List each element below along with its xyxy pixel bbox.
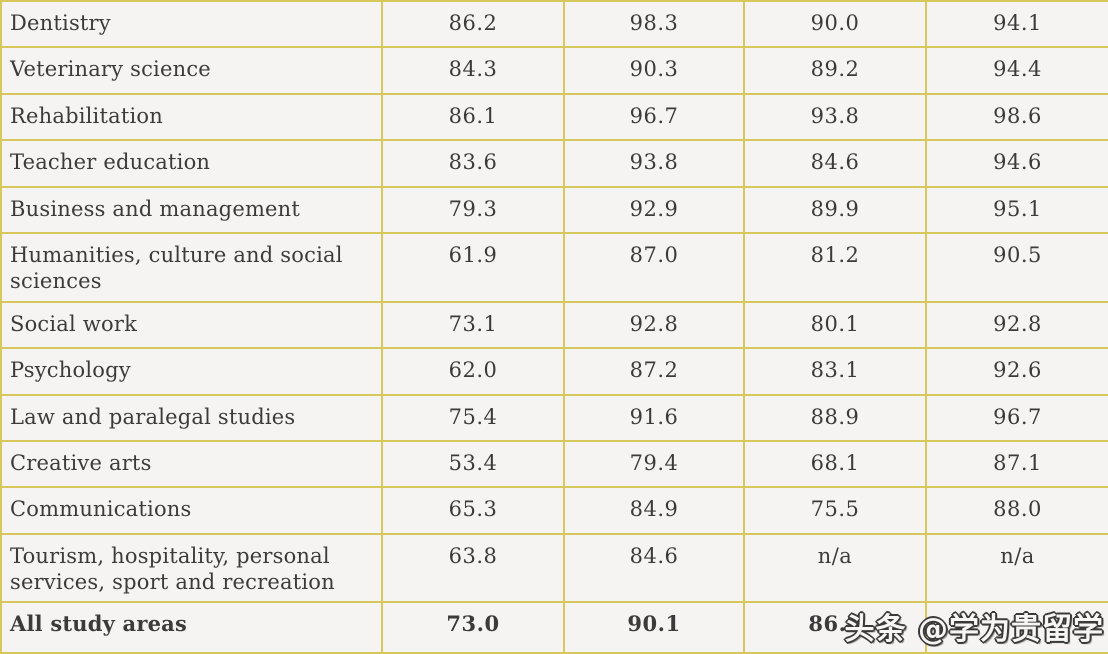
table-row: Business and management 79.3 92.9 89.9 95.1: [0, 185, 1108, 235]
table-row: Law and paralegal studies 75.4 91.6 88.9 96.…: [0, 393, 1108, 443]
value-cell: 92.8: [563, 300, 745, 350]
study-area-cell: Social work: [0, 300, 383, 350]
value-cell: 84.6: [743, 139, 927, 188]
value-cell: 87.0: [563, 232, 745, 303]
table-row: Veterinary science 84.3 90.3 89.2 94.4: [0, 46, 1108, 95]
value-cell: 94.4: [925, 46, 1108, 95]
study-area-cell: Creative arts: [0, 439, 383, 489]
value-cell: 86.1: [381, 92, 565, 142]
value-cell: 61.9: [381, 232, 565, 303]
study-area-cell: All study areas: [0, 601, 383, 654]
table-row: Psychology 62.0 87.2 83.1 92.6: [0, 347, 1108, 396]
value-cell: 68.1: [743, 439, 927, 489]
study-area-cell: Law and paralegal studies: [0, 393, 383, 443]
value-cell: 88.9: [743, 393, 927, 443]
value-cell: 62.0: [381, 347, 565, 396]
value-cell: 73.0: [381, 601, 565, 654]
value-cell: 63.8: [381, 532, 565, 604]
value-cell: 96.7: [925, 393, 1108, 443]
study-area-cell: Business and management: [0, 185, 383, 235]
table-row: All study areas 73.0 90.1 86.2: [0, 601, 1108, 654]
study-area-cell: Dentistry: [0, 0, 383, 49]
value-cell: 83.1: [743, 347, 927, 396]
value-cell: 92.8: [925, 300, 1108, 350]
table-row: Tourism, hospitality, personal services,…: [0, 532, 1108, 604]
study-area-cell: Tourism, hospitality, personal services,…: [0, 532, 383, 604]
value-cell: [925, 601, 1108, 654]
table-row: Teacher education 83.6 93.8 84.6 94.6: [0, 139, 1108, 188]
study-area-cell: Teacher education: [0, 139, 383, 188]
table-row: Humanities, culture and social sciences 6…: [0, 232, 1108, 303]
value-cell: n/a: [925, 532, 1108, 604]
value-cell: n/a: [743, 532, 927, 604]
value-cell: 90.3: [563, 46, 745, 95]
table-row: Communications 65.3 84.9 75.5 88.0: [0, 486, 1108, 535]
value-cell: 95.1: [925, 185, 1108, 235]
value-cell: 89.2: [743, 46, 927, 95]
value-cell: 89.9: [743, 185, 927, 235]
value-cell: 75.5: [743, 486, 927, 535]
study-area-cell: Psychology: [0, 347, 383, 396]
value-cell: 84.9: [563, 486, 745, 535]
study-area-cell: Communications: [0, 486, 383, 535]
value-cell: 84.6: [563, 532, 745, 604]
value-cell: 86.2: [381, 0, 565, 49]
value-cell: 53.4: [381, 439, 565, 489]
value-cell: 88.0: [925, 486, 1108, 535]
study-area-cell: Veterinary science: [0, 46, 383, 95]
table-row: Social work 73.1 92.8 80.1 92.8: [0, 300, 1108, 350]
value-cell: 92.9: [563, 185, 745, 235]
value-cell: 75.4: [381, 393, 565, 443]
value-cell: 93.8: [743, 92, 927, 142]
value-cell: 91.6: [563, 393, 745, 443]
value-cell: 90.1: [563, 601, 745, 654]
value-cell: 80.1: [743, 300, 927, 350]
value-cell: 94.6: [925, 139, 1108, 188]
value-cell: 98.3: [563, 0, 745, 49]
table-row: Creative arts 53.4 79.4 68.1 87.1: [0, 439, 1108, 489]
value-cell: 98.6: [925, 92, 1108, 142]
value-cell: 94.1: [925, 0, 1108, 49]
table-row: Rehabilitation 86.1 96.7 93.8 98.6: [0, 92, 1108, 142]
value-cell: 92.6: [925, 347, 1108, 396]
value-cell: 90.0: [743, 0, 927, 49]
value-cell: 65.3: [381, 486, 565, 535]
value-cell: 79.3: [381, 185, 565, 235]
value-cell: 90.5: [925, 232, 1108, 303]
value-cell: 96.7: [563, 92, 745, 142]
value-cell: 93.8: [563, 139, 745, 188]
value-cell: 86.2: [743, 601, 927, 654]
study-area-cell: Humanities, culture and social sciences: [0, 232, 383, 303]
value-cell: 83.6: [381, 139, 565, 188]
table-row: Dentistry 86.2 98.3 90.0 94.1: [0, 0, 1108, 49]
value-cell: 79.4: [563, 439, 745, 489]
value-cell: 87.2: [563, 347, 745, 396]
watermark: 头条 @学为贵留学: [844, 612, 1104, 647]
value-cell: 81.2: [743, 232, 927, 303]
value-cell: 87.1: [925, 439, 1108, 489]
value-cell: 84.3: [381, 46, 565, 95]
value-cell: 73.1: [381, 300, 565, 350]
study-area-cell: Rehabilitation: [0, 92, 383, 142]
